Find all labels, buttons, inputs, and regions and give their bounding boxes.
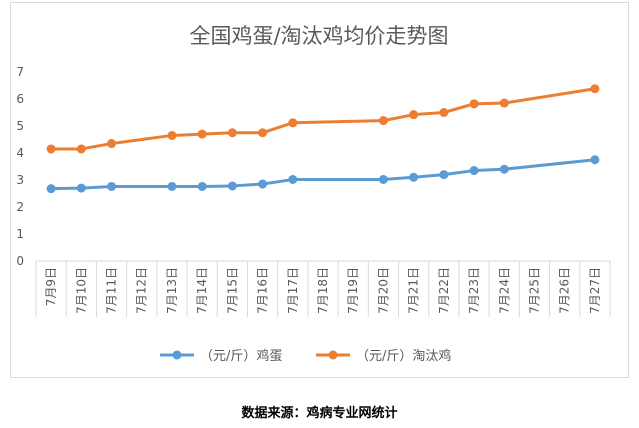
data-point-1 — [590, 84, 600, 94]
data-point-0 — [258, 179, 268, 189]
data-point-1 — [227, 128, 237, 138]
data-point-1 — [76, 144, 86, 154]
data-point-0 — [499, 164, 509, 174]
data-point-1 — [439, 108, 449, 117]
x-tick-label: 7月25日 — [527, 267, 541, 314]
data-point-0 — [167, 181, 177, 191]
data-point-0 — [409, 172, 419, 182]
data-point-0 — [439, 170, 449, 180]
data-point-1 — [107, 139, 117, 149]
series-line-0 — [49, 158, 597, 191]
x-tick-label: 7月19日 — [346, 267, 360, 314]
x-tick-label: 7月10日 — [74, 267, 88, 314]
data-point-0 — [590, 155, 600, 165]
y-tick-label: 4 — [16, 146, 24, 160]
x-tick-label: 7月9日 — [44, 267, 58, 306]
y-tick-label: 3 — [16, 173, 24, 187]
y-tick-label: 7 — [16, 65, 24, 79]
x-tick-label: 7月18日 — [316, 267, 330, 314]
data-point-0 — [469, 166, 479, 176]
y-tick-label: 2 — [16, 200, 24, 214]
x-tick-label: 7月17日 — [286, 267, 300, 314]
data-point-0 — [76, 183, 86, 193]
x-tick-label: 7月12日 — [135, 267, 149, 314]
chart-title: 全国鸡蛋/淘汰鸡均价走势图 — [189, 24, 448, 48]
x-tick-label: 7月11日 — [105, 267, 119, 314]
data-point-0 — [46, 184, 56, 194]
data-point-1 — [409, 110, 419, 120]
data-point-1 — [469, 99, 479, 109]
y-tick-label: 1 — [16, 227, 24, 241]
y-tick-label: 6 — [16, 92, 24, 106]
x-tick-label: 7月14日 — [195, 267, 209, 314]
x-tick-label: 7月23日 — [467, 267, 481, 314]
x-tick-label: 7月13日 — [165, 267, 179, 314]
data-point-1 — [499, 98, 509, 108]
x-tick-label: 7月24日 — [497, 267, 511, 314]
data-point-1 — [197, 129, 207, 139]
data-point-1 — [288, 118, 298, 128]
y-tick-label: 0 — [16, 254, 24, 268]
chart: 全国鸡蛋/淘汰鸡均价走势图 0 1 2 3 4 5 6 7 7月9日 7月10日 7月11日 7月12… — [16, 24, 611, 364]
data-point-0 — [288, 174, 298, 184]
source-note: 数据来源：鸡病专业网统计 — [241, 406, 398, 421]
legend-label-1: （元/斤）淘汰鸡 — [356, 348, 451, 364]
x-tick-label: 7月16日 — [256, 267, 270, 314]
data-point-0 — [197, 181, 207, 191]
legend-swatch-marker-0 — [172, 350, 182, 360]
x-tick-label: 7月15日 — [225, 267, 239, 314]
data-point-1 — [258, 128, 268, 138]
data-point-1 — [378, 116, 388, 126]
legend-swatch-marker-1 — [328, 350, 338, 360]
x-tick-label: 7月21日 — [407, 267, 421, 314]
data-point-1 — [46, 144, 56, 154]
data-point-0 — [227, 181, 237, 191]
series-line-1 — [49, 87, 597, 151]
x-tick-label: 7月27日 — [588, 267, 602, 314]
data-point-0 — [107, 181, 117, 191]
legend-label-0: （元/斤）鸡蛋 — [200, 348, 282, 364]
x-tick-label: 7月20日 — [376, 267, 390, 314]
y-tick-label: 5 — [16, 119, 24, 133]
data-point-0 — [378, 174, 388, 184]
data-point-1 — [167, 130, 177, 140]
x-tick-label: 7月22日 — [437, 267, 451, 314]
x-tick-label: 7月26日 — [558, 267, 572, 314]
